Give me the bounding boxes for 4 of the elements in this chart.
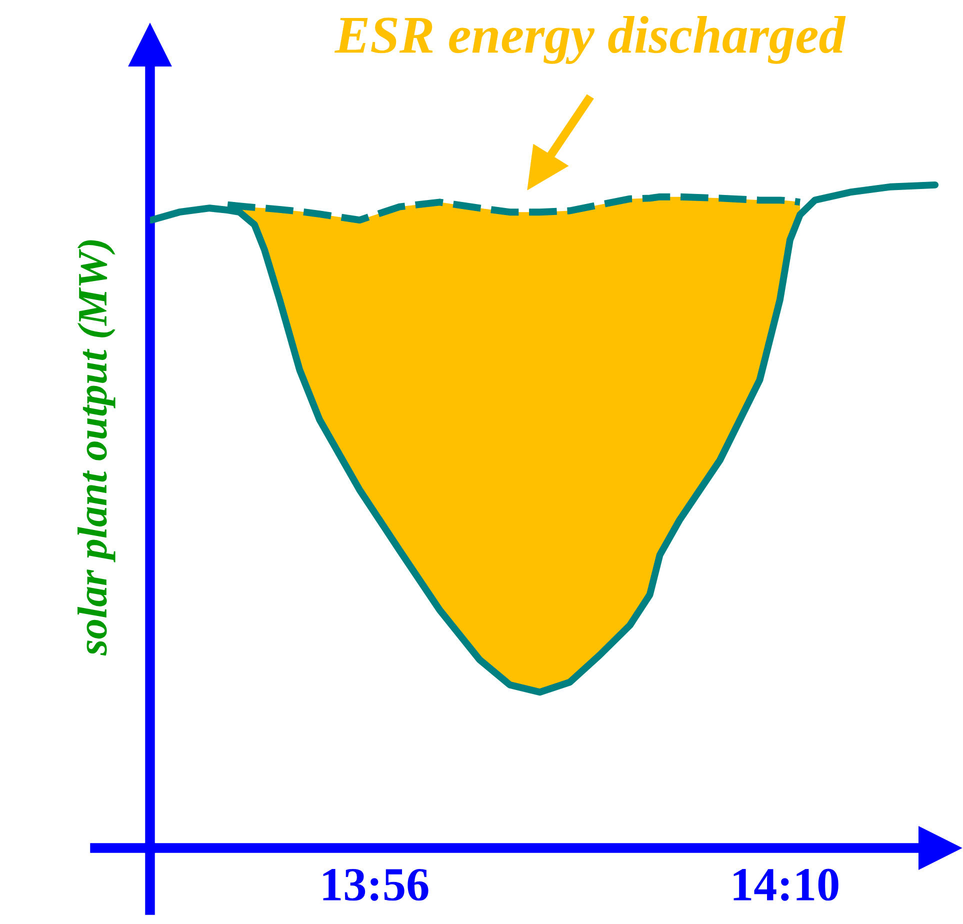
text: ESR energy discharged	[334, 16, 846, 64]
x-tick-label: 13:56	[323, 868, 428, 901]
y-axis-title: solar plant output (MW)	[77, 240, 116, 656]
x-tick-label: 14:10	[734, 868, 838, 901]
